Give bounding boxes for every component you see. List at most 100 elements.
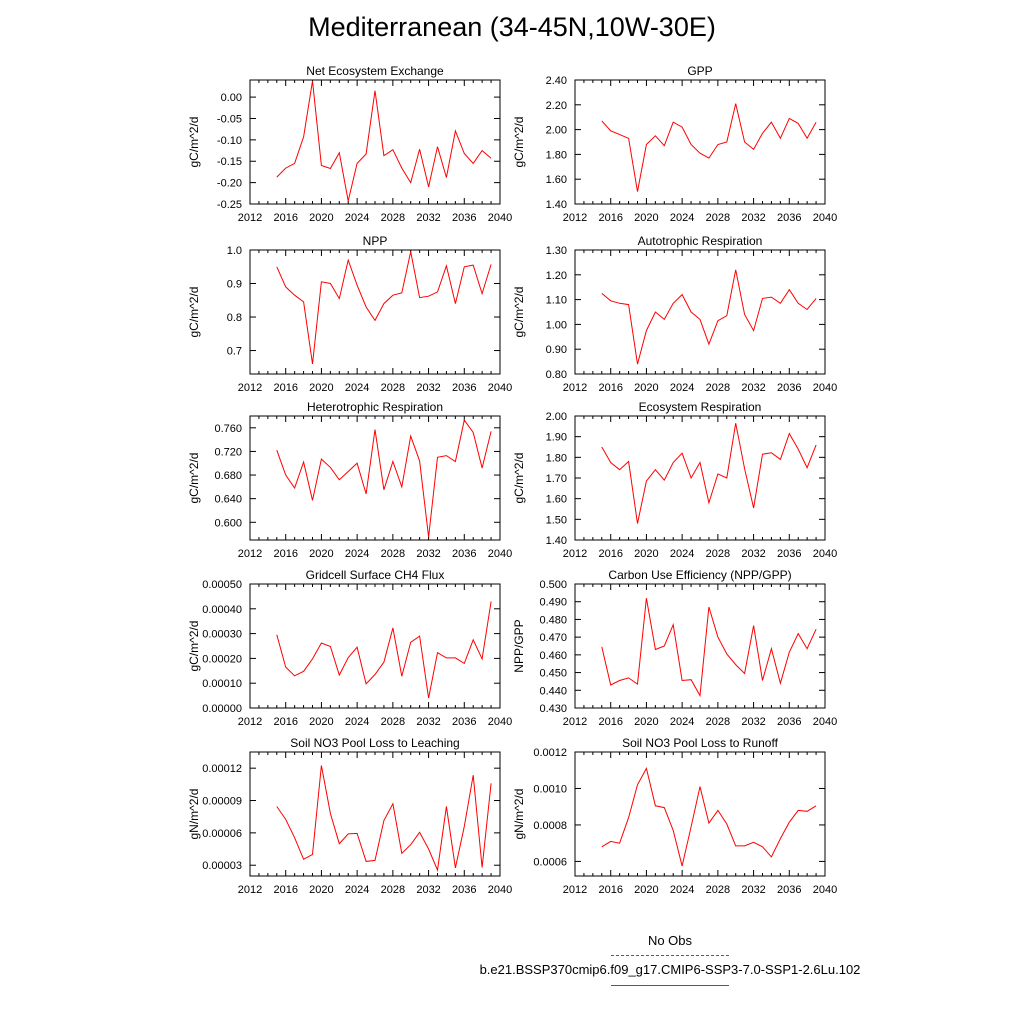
x-tick-label: 2024 [345,716,369,728]
y-tick-label: 1.0 [227,245,242,257]
x-tick-label: 2020 [634,548,658,560]
y-tick-label: 0.680 [214,470,242,482]
series-line [601,598,817,698]
series-line [276,601,492,699]
y-tick-label: 2.40 [546,75,567,87]
plot-frame [249,583,501,709]
chart-panel-4: Autotrophic Respiration gC/m^2/d 2012 2016 2… [512,234,837,394]
y-axis-label: NPP/GPP [512,619,526,672]
chart-panel-8: Carbon Use Efficiency (NPP/GPP) NPP/GPP 20… [512,568,837,728]
y-axis-label: gC/m^2/d [187,621,201,672]
y-tick-label: 0.00000 [202,703,242,715]
x-tick-label: 2020 [634,382,658,394]
plot-frame [249,751,501,877]
y-axis-label: gC/m^2/d [187,287,201,338]
x-tick-label: 2028 [381,548,405,560]
chart-panel-2: GPP gC/m^2/d 2012 2016 2020 2024 2028 2032 2036 2… [512,64,837,224]
x-tick-label: 2012 [238,548,262,560]
y-tick-label: 0.0008 [533,820,567,832]
y-tick-label: 0.0010 [533,783,567,795]
y-tick-label: 0.720 [214,446,242,458]
y-tick-label: 0.80 [546,369,567,381]
chart-panel-3: NPP gC/m^2/d 2012 2016 2020 2024 2028 2032 2036 2… [187,234,512,394]
x-tick-label: 2020 [309,884,333,896]
y-tick-label: 1.60 [546,174,567,186]
x-tick-label: 2024 [670,212,694,224]
chart-panel-6: Ecosystem Respiration gC/m^2/d 2012 2016 202… [512,400,837,560]
y-tick-label: 1.00 [546,319,567,331]
chart-title: Ecosystem Respiration [639,400,762,414]
x-tick-label: 2016 [273,716,297,728]
y-tick-label: 0.00006 [202,828,242,840]
x-tick-label: 2036 [452,382,476,394]
x-tick-label: 2032 [416,212,440,224]
chart-title: Heterotrophic Respiration [307,400,443,414]
y-tick-label: -0.10 [217,135,242,147]
series-line [601,423,817,524]
x-tick-label: 2016 [273,548,297,560]
y-tick-label: 0.8 [227,312,242,324]
y-tick-label: 1.20 [546,270,567,282]
series-line [276,251,492,364]
y-axis-label: gC/m^2/d [187,117,201,168]
y-tick-label: 0.7 [227,346,242,358]
y-axis-label: gC/m^2/d [512,453,526,504]
y-tick-label: 0.90 [546,344,567,356]
y-tick-label: 0.500 [539,579,567,591]
y-tick-label: 0.0006 [533,856,567,868]
x-tick-label: 2036 [777,382,801,394]
chart-title: Soil NO3 Pool Loss to Leaching [290,736,459,750]
x-tick-label: 2028 [381,212,405,224]
x-tick-label: 2016 [598,382,622,394]
y-tick-label: 0.760 [214,423,242,435]
x-tick-label: 2040 [813,884,837,896]
x-tick-label: 2036 [777,884,801,896]
x-tick-label: 2036 [452,716,476,728]
plot-frame [249,249,501,375]
x-tick-label: 2024 [345,212,369,224]
x-tick-label: 2020 [309,548,333,560]
plot-frame [574,79,826,205]
x-tick-label: 2028 [706,212,730,224]
series-line [601,103,817,192]
x-tick-label: 2024 [670,716,694,728]
y-tick-label: 0.430 [539,703,567,715]
y-tick-label: 0.640 [214,494,242,506]
y-tick-label: 1.30 [546,245,567,257]
x-tick-label: 2012 [563,382,587,394]
y-tick-label: 1.50 [546,514,567,526]
plot-frame [249,79,501,205]
y-tick-label: 2.20 [546,100,567,112]
y-tick-label: -0.05 [217,113,242,125]
chart-title: NPP [363,234,388,248]
x-tick-label: 2016 [273,382,297,394]
y-axis-label: gN/m^2/d [187,789,201,840]
x-tick-label: 2028 [381,716,405,728]
x-tick-label: 2012 [238,884,262,896]
y-axis-label: gN/m^2/d [512,789,526,840]
x-tick-label: 2016 [273,884,297,896]
y-tick-label: 1.10 [546,295,567,307]
y-tick-label: 0.600 [214,517,242,529]
y-tick-label: 0.00009 [202,796,242,808]
x-tick-label: 2016 [598,884,622,896]
x-tick-label: 2040 [813,548,837,560]
series-line [601,269,817,365]
y-tick-label: 0.440 [539,685,567,697]
chart-title: Autotrophic Respiration [638,234,763,248]
x-tick-label: 2016 [598,716,622,728]
x-tick-label: 2032 [741,548,765,560]
x-tick-label: 2020 [309,382,333,394]
y-tick-label: 1.80 [546,452,567,464]
y-tick-label: -0.25 [217,199,242,211]
x-tick-label: 2036 [452,884,476,896]
x-tick-label: 2032 [741,884,765,896]
x-tick-label: 2028 [706,548,730,560]
y-axis-label: gC/m^2/d [187,453,201,504]
chart-panel-1: Net Ecosystem Exchange gC/m^2/d 2012 2016 20… [187,64,512,224]
chart-panel-10: Soil NO3 Pool Loss to Runoff gN/m^2/d 2012… [512,736,837,896]
y-tick-label: 1.90 [546,432,567,444]
x-tick-label: 2032 [416,382,440,394]
x-tick-label: 2012 [238,212,262,224]
x-tick-label: 2016 [598,212,622,224]
